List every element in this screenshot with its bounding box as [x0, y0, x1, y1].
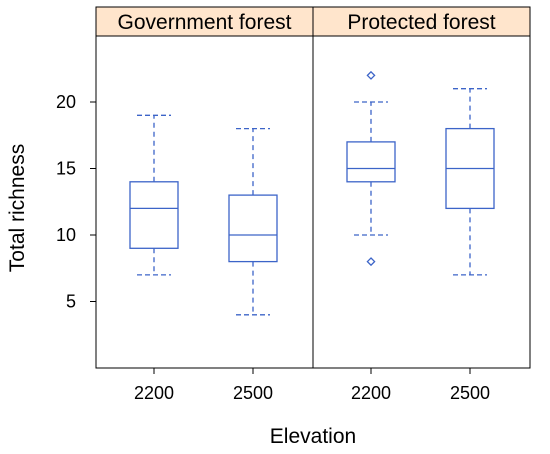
panel-strip-protected-forest — [312, 6, 531, 37]
y-tick-label-15: 15 — [56, 159, 76, 179]
x-axis-label: Elevation — [270, 425, 356, 448]
panel-strip-government-forest — [95, 6, 314, 37]
y-tick-label-5: 5 — [66, 292, 76, 312]
x-tick-label-government-forest-2200: 2200 — [134, 383, 174, 403]
y-tick-label-10: 10 — [56, 225, 76, 245]
x-tick-label-government-forest-2500: 2500 — [233, 383, 273, 403]
axes: 2200 2500 2200 2500 5 10 15 20 — [56, 92, 490, 403]
box-government-forest-2500 — [228, 194, 278, 263]
panel-title-protected-forest: Protected forest — [347, 11, 495, 34]
panel-frames — [95, 35, 531, 369]
box-marks — [129, 70, 495, 316]
panel-frame-protected-forest — [312, 35, 531, 369]
x-tick-label-protected-forest-2500: 2500 — [450, 383, 490, 403]
outlier-point-protected-forest-2200-0 — [366, 257, 376, 267]
y-tick-label-20: 20 — [56, 92, 76, 112]
y-axis-label: Total richness — [6, 144, 29, 272]
panel-frame-government-forest — [95, 35, 314, 369]
box-government-forest-2200 — [129, 181, 179, 249]
outlier-point-protected-forest-2200-1 — [366, 70, 376, 80]
box-protected-forest-2200 — [346, 141, 396, 183]
panel-strips: Government forest Protected forest — [95, 6, 531, 37]
x-tick-label-protected-forest-2200: 2200 — [351, 383, 391, 403]
panel-title-government-forest: Government forest — [118, 11, 292, 34]
